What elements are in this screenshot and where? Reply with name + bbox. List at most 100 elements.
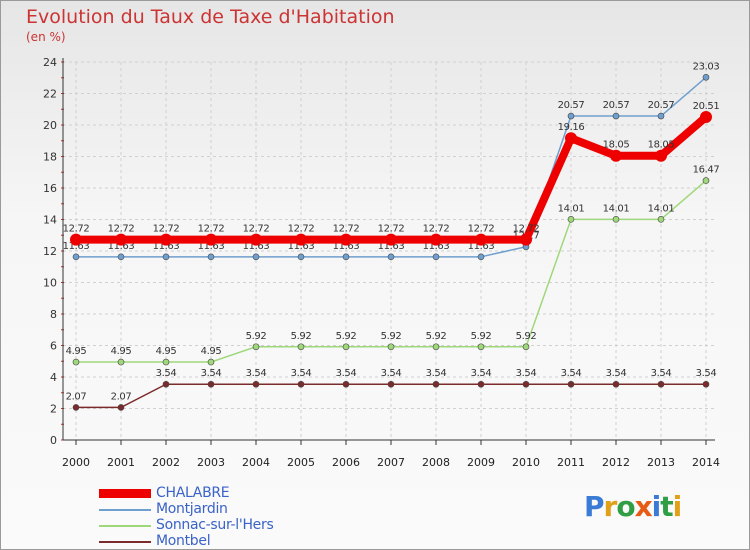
logo-letter: o <box>616 490 635 523</box>
data-label: 12.72 <box>288 224 315 235</box>
data-point <box>297 343 305 351</box>
data-label: 3.54 <box>471 368 492 379</box>
data-point <box>207 253 215 261</box>
data-label: 12.72 <box>198 224 225 235</box>
data-point <box>117 358 125 366</box>
data-point <box>477 380 485 388</box>
legend-swatch <box>99 502 151 518</box>
data-label: 5.92 <box>426 331 447 342</box>
x-tick-label: 2014 <box>692 456 720 469</box>
legend-label: Montbel <box>156 533 211 549</box>
x-tick-label: 2007 <box>377 456 405 469</box>
data-label: 11.63 <box>243 241 270 252</box>
x-tick-label: 2012 <box>602 456 630 469</box>
x-tick-label: 2013 <box>647 456 675 469</box>
x-tick-label: 2008 <box>422 456 450 469</box>
data-label: 23.03 <box>693 61 720 72</box>
data-label: 16.47 <box>693 165 720 176</box>
data-label: 20.51 <box>693 101 720 112</box>
data-label: 5.92 <box>336 331 357 342</box>
series-group: 2.07 2.07 3.54 3.54 3.54 3.54 3.54 3.54 3.54 3.54… <box>63 61 720 411</box>
legend-swatch <box>99 486 151 502</box>
legend-label: Sonnac-sur-l'Hers <box>156 517 274 533</box>
data-point <box>72 404 80 411</box>
x-tick-label: 2001 <box>107 456 135 469</box>
data-point <box>297 380 305 388</box>
data-label: 14.01 <box>648 203 675 214</box>
data-point <box>252 380 260 388</box>
data-point <box>702 380 710 388</box>
data-label: 11.63 <box>153 241 180 252</box>
data-label: 12.72 <box>468 224 495 235</box>
data-point <box>657 216 665 223</box>
data-point <box>522 380 530 388</box>
data-point <box>387 253 395 261</box>
data-point <box>205 233 217 246</box>
data-label: 12.72 <box>243 224 270 235</box>
data-label: 3.54 <box>156 368 177 379</box>
data-label: 14.01 <box>558 203 585 214</box>
data-label: 3.54 <box>291 368 312 379</box>
data-point <box>477 343 485 351</box>
x-tick-label: 2000 <box>62 456 90 469</box>
logo-letter: t <box>660 490 673 523</box>
data-label: 5.92 <box>516 331 537 342</box>
y-tick-label: 4 <box>50 371 57 384</box>
data-label: 5.92 <box>381 331 402 342</box>
data-point <box>565 132 577 145</box>
data-point <box>115 233 127 246</box>
data-label: 3.54 <box>336 368 357 379</box>
data-label: 3.54 <box>381 368 402 379</box>
data-point <box>610 149 622 162</box>
y-tick-label: 2 <box>50 403 57 416</box>
data-label: 11.63 <box>378 241 405 252</box>
data-label: 3.54 <box>651 368 672 379</box>
series-montbel: 2.07 2.07 3.54 3.54 3.54 3.54 3.54 3.54 3.54 3.54… <box>66 368 717 411</box>
data-point <box>657 112 665 120</box>
data-point <box>520 233 532 246</box>
x-tick-label: 2009 <box>467 456 495 469</box>
data-point <box>250 233 262 246</box>
legend-label: CHALABRE <box>156 485 230 501</box>
y-tick-label: 6 <box>50 340 57 353</box>
data-point <box>162 253 170 261</box>
data-label: 3.54 <box>426 368 447 379</box>
y-tick-label: 10 <box>43 277 57 290</box>
data-point <box>567 380 575 388</box>
chart-unit-label: (en %) <box>26 30 66 44</box>
data-point <box>567 216 575 223</box>
data-label: 20.57 <box>603 100 630 111</box>
data-point <box>702 73 710 81</box>
legend-swatch <box>99 534 151 549</box>
data-label: 20.57 <box>648 100 675 111</box>
data-label: 3.54 <box>696 368 717 379</box>
data-label: 18.05 <box>648 140 675 151</box>
data-point <box>477 253 485 261</box>
data-label: 2.07 <box>66 391 87 402</box>
data-label: 2.07 <box>111 391 132 402</box>
data-point <box>117 253 125 261</box>
data-label: 12.72 <box>108 224 135 235</box>
y-tick-label: 24 <box>43 56 57 69</box>
y-tick-label: 20 <box>43 119 57 132</box>
data-label: 11.63 <box>288 241 315 252</box>
data-point <box>252 253 260 261</box>
data-point <box>160 233 172 246</box>
data-point <box>72 253 80 261</box>
x-tick-label: 2006 <box>332 456 360 469</box>
logo-letter: r <box>603 490 618 523</box>
data-point <box>295 233 307 246</box>
data-label: 4.95 <box>156 346 177 357</box>
data-point <box>657 380 665 388</box>
data-label: 11.63 <box>468 241 495 252</box>
proxiti-logo: Proxiti <box>584 490 682 523</box>
data-label: 12.72 <box>423 224 450 235</box>
data-point <box>475 233 487 246</box>
data-label: 11.63 <box>423 241 450 252</box>
data-label: 12.72 <box>333 224 360 235</box>
data-label: 12.72 <box>153 224 180 235</box>
logo-letter: P <box>584 490 605 523</box>
series-chalabre: 12.72 12.72 12.72 12.72 12.72 12.72 12.72 12.72… <box>63 101 720 246</box>
